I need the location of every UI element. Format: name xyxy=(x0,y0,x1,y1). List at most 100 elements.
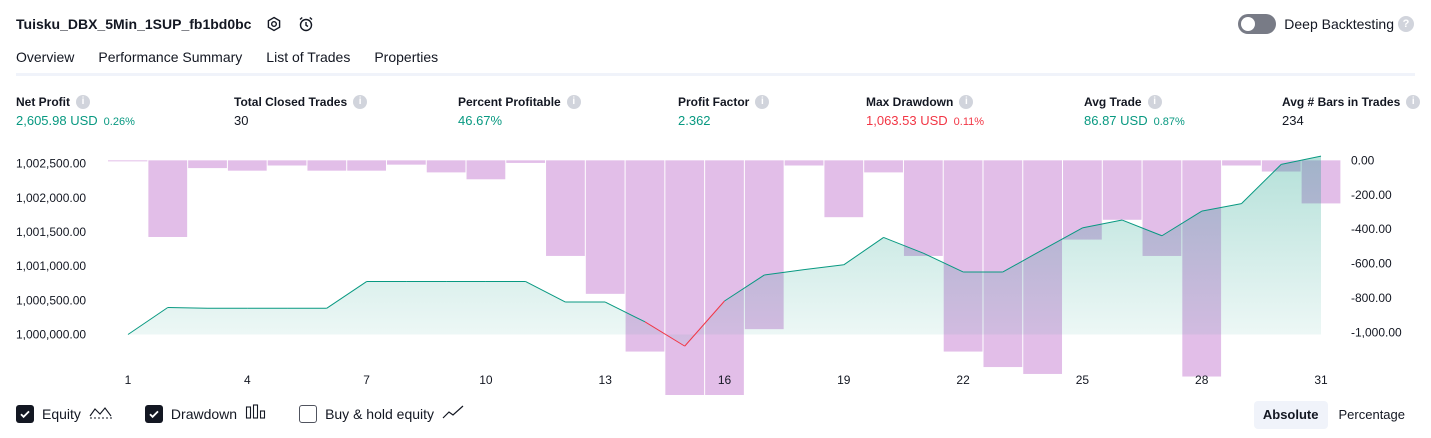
deep-backtesting-label: Deep Backtesting xyxy=(1284,16,1394,32)
legend-equity[interactable]: Equity xyxy=(16,404,113,425)
right-axis-tick-label: -800.00 xyxy=(1351,291,1392,305)
metric-avg-bars-in-trades: Avg # Bars in Trades i 234 xyxy=(1282,93,1421,128)
equity-line-segment xyxy=(1002,249,1043,273)
drawdown-bar xyxy=(347,160,386,171)
equity-line-segment xyxy=(724,274,765,302)
metric-percent: 0.26% xyxy=(103,116,135,128)
info-icon[interactable]: i xyxy=(1147,94,1162,109)
info-icon[interactable]: i xyxy=(755,94,770,109)
info-icon[interactable]: i xyxy=(959,94,974,109)
alarm-clock-icon[interactable] xyxy=(297,15,315,33)
chart-legend: Equity Drawdown Buy & hold equity xyxy=(16,403,496,425)
tab-performance-summary[interactable]: Performance Summary xyxy=(98,49,243,65)
x-axis-tick-label: 31 xyxy=(1314,373,1328,387)
absolute-button[interactable]: Absolute xyxy=(1253,401,1328,429)
strategy-title: Tuisku_DBX_5Min_1SUP_fb1bd0bc xyxy=(16,16,252,32)
equity-area xyxy=(128,156,1321,347)
x-axis-tick-label: 4 xyxy=(244,373,251,387)
info-icon[interactable]: i xyxy=(566,94,581,109)
equity-line-segment xyxy=(604,301,646,323)
equity-line-segment xyxy=(1121,219,1163,237)
x-axis-tick-label: 19 xyxy=(837,373,851,387)
drawdown-bar xyxy=(307,160,347,171)
info-icon[interactable]: i xyxy=(353,94,368,109)
right-axis-tick-label: -200.00 xyxy=(1351,188,1392,202)
drawdown-bar xyxy=(983,160,1023,368)
equity-line-segment xyxy=(644,321,685,347)
metric-value: 2,605.98 USD xyxy=(16,113,98,128)
drawdown-bar xyxy=(426,160,466,173)
metric-value: 46.67% xyxy=(458,113,503,128)
drawdown-bar xyxy=(705,160,744,395)
left-axis-tick-label: 1,001,000.00 xyxy=(16,259,86,273)
equity-line-segment xyxy=(1161,210,1202,237)
metric-label: Max Drawdown xyxy=(866,94,954,109)
equity-line-segment xyxy=(923,252,964,273)
metric-label: Percent Profitable xyxy=(458,94,561,109)
left-axis-tick-label: 1,002,000.00 xyxy=(16,191,86,205)
drawdown-checkbox[interactable] xyxy=(144,405,163,423)
metric-label: Profit Factor xyxy=(678,94,750,109)
question-icon[interactable]: ? xyxy=(1398,16,1414,32)
x-axis-tick-label: 13 xyxy=(599,373,613,387)
drawdown-bar xyxy=(267,160,307,166)
right-y-axis: 0.00 -200.00 -400.00 -600.00 -800.00 -1,000.0… xyxy=(1351,153,1402,339)
equity-fill xyxy=(128,156,1321,347)
legend-label: Buy & hold equity xyxy=(325,406,435,422)
drawdown-bar xyxy=(665,160,705,395)
equity-line-segment xyxy=(1042,227,1083,251)
x-axis: 1 4 7 10 13 16 19 22 25 28 31 xyxy=(125,373,1328,387)
metric-percent-profitable: Percent Profitable i 46.67% xyxy=(458,93,581,128)
info-icon[interactable]: i xyxy=(76,94,90,109)
x-axis-tick-label: 7 xyxy=(363,373,370,387)
drawdown-bar xyxy=(1102,160,1142,220)
settings-icon[interactable] xyxy=(265,15,283,33)
legend-buy-hold-equity[interactable]: Buy & hold equity xyxy=(299,404,464,425)
drawdown-bar xyxy=(148,160,188,237)
left-axis-tick-label: 1,002,500.00 xyxy=(16,157,86,171)
metric-label: Avg # Bars in Trades xyxy=(1282,94,1401,109)
x-axis-tick-label: 22 xyxy=(956,373,970,387)
drawdown-bar xyxy=(1222,160,1261,166)
equity-line-segment xyxy=(1201,203,1242,212)
metric-label: Avg Trade xyxy=(1084,94,1142,109)
left-axis-tick-label: 1,000,000.00 xyxy=(16,328,86,342)
tab-overview[interactable]: Overview xyxy=(16,46,75,76)
deep-backtesting-toggle[interactable] xyxy=(1238,14,1277,34)
equity-line-segment xyxy=(883,237,924,254)
tab-list-of-trades[interactable]: List of Trades xyxy=(266,49,351,65)
metric-label: Net Profit xyxy=(16,94,70,109)
equity-line-segment xyxy=(764,269,805,276)
metric-total-closed-trades: Total Closed Trades i 30 xyxy=(234,93,368,128)
metric-value: 86.87 USD xyxy=(1084,113,1148,128)
drawdown-bar xyxy=(546,160,585,256)
drawdown-bar xyxy=(506,160,546,163)
x-axis-tick-label: 25 xyxy=(1076,373,1090,387)
deep-backtesting-control: Deep Backtesting ? xyxy=(1238,13,1414,35)
equity-line-segment xyxy=(1082,219,1123,229)
equity-line-segment xyxy=(803,264,844,271)
metric-profit-factor: Profit Factor i 2.362 xyxy=(678,93,770,128)
right-axis-tick-label: 0.00 xyxy=(1351,153,1375,167)
equity-drawdown-chart[interactable]: 1,000,000.00 1,000,500.00 1,001,000.00 1,00… xyxy=(0,140,1431,395)
legend-drawdown[interactable]: Drawdown xyxy=(144,403,267,425)
tab-properties[interactable]: Properties xyxy=(374,49,439,65)
equity-line-segment xyxy=(167,307,208,309)
percentage-button[interactable]: Percentage xyxy=(1338,407,1406,422)
info-icon[interactable]: i xyxy=(1406,94,1421,109)
scale-mode-switch: Absolute Percentage xyxy=(1252,401,1414,429)
metric-percent: 0.11% xyxy=(953,116,985,128)
equity-checkbox[interactable] xyxy=(16,405,34,423)
drawdown-bar xyxy=(824,160,864,218)
buy-hold-checkbox[interactable] xyxy=(299,405,318,423)
metric-max-drawdown: Max Drawdown i 1,063.53 USD 0.11% xyxy=(866,93,984,128)
metric-value: 1,063.53 USD xyxy=(866,113,948,128)
strategy-header: Tuisku_DBX_5Min_1SUP_fb1bd0bc xyxy=(16,12,315,36)
metric-avg-trade: Avg Trade i 86.87 USD 0.87% xyxy=(1084,93,1185,128)
metric-value: 30 xyxy=(234,113,249,128)
equity-line-segment xyxy=(326,281,367,309)
left-y-axis: 1,000,000.00 1,000,500.00 1,001,000.00 1,00… xyxy=(16,157,86,342)
drawdown-bar xyxy=(108,160,148,162)
metric-label: Total Closed Trades xyxy=(234,94,348,109)
equity-line xyxy=(127,155,1322,347)
